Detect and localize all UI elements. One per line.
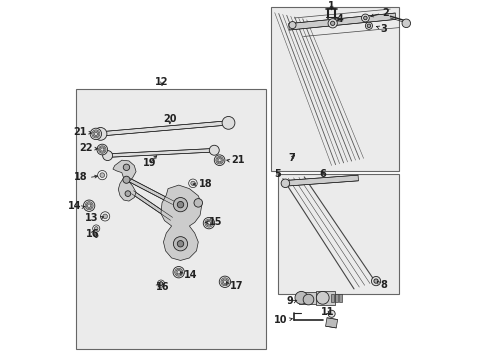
Circle shape [316, 291, 328, 304]
Circle shape [366, 24, 370, 28]
Polygon shape [100, 121, 228, 136]
Bar [271, 7, 398, 171]
Circle shape [288, 22, 295, 29]
Text: 6: 6 [319, 170, 325, 179]
Bar [315, 291, 334, 305]
Bar [298, 292, 330, 304]
Polygon shape [161, 185, 202, 261]
Circle shape [94, 227, 98, 230]
Circle shape [294, 291, 307, 304]
Text: 10: 10 [274, 315, 287, 325]
Text: 5: 5 [274, 170, 281, 179]
Circle shape [188, 179, 197, 188]
Circle shape [330, 21, 334, 26]
Text: 7: 7 [288, 153, 295, 163]
Text: 21: 21 [231, 155, 244, 165]
Text: 13: 13 [85, 213, 99, 223]
Circle shape [100, 173, 104, 177]
Bar [338, 293, 342, 302]
Text: 14: 14 [68, 201, 81, 211]
Polygon shape [285, 175, 358, 186]
Circle shape [173, 266, 184, 278]
Circle shape [222, 117, 234, 129]
Circle shape [123, 164, 129, 171]
Circle shape [102, 150, 112, 161]
Text: 18: 18 [199, 179, 212, 189]
Polygon shape [113, 160, 136, 201]
Bar [278, 174, 398, 293]
Circle shape [214, 155, 224, 166]
Circle shape [209, 145, 219, 155]
Circle shape [281, 179, 289, 188]
Text: 2: 2 [381, 8, 388, 18]
Circle shape [98, 171, 107, 180]
Circle shape [361, 14, 368, 22]
Circle shape [94, 234, 98, 237]
Circle shape [93, 225, 100, 232]
Text: 1: 1 [327, 1, 334, 11]
Text: 20: 20 [163, 114, 176, 124]
Circle shape [327, 19, 337, 28]
Circle shape [90, 128, 102, 140]
Circle shape [303, 294, 313, 305]
Circle shape [363, 16, 366, 20]
Circle shape [219, 276, 230, 288]
Text: 12: 12 [155, 77, 168, 87]
Text: 16: 16 [85, 229, 99, 239]
Polygon shape [128, 178, 174, 204]
Circle shape [125, 191, 130, 197]
Circle shape [101, 212, 109, 221]
Text: 18: 18 [74, 172, 88, 182]
Polygon shape [325, 318, 337, 328]
Text: 4: 4 [336, 14, 343, 24]
Circle shape [365, 22, 372, 30]
Text: 11: 11 [321, 307, 334, 317]
Circle shape [159, 282, 163, 285]
Circle shape [94, 127, 107, 140]
Circle shape [157, 280, 164, 287]
Text: 14: 14 [183, 270, 197, 280]
Circle shape [122, 176, 130, 183]
Circle shape [401, 19, 410, 28]
Circle shape [173, 237, 187, 251]
Circle shape [371, 276, 380, 286]
Text: 3: 3 [380, 24, 386, 33]
Polygon shape [288, 13, 395, 30]
Circle shape [177, 202, 183, 208]
Bar [76, 89, 265, 348]
Circle shape [327, 310, 334, 318]
Text: 15: 15 [208, 217, 222, 227]
Circle shape [159, 282, 163, 285]
Circle shape [373, 279, 377, 283]
Text: 17: 17 [229, 282, 243, 291]
Bar [330, 293, 333, 302]
Circle shape [190, 181, 195, 185]
Circle shape [97, 144, 107, 155]
Circle shape [173, 198, 187, 212]
Circle shape [194, 199, 202, 207]
Text: 9: 9 [286, 296, 293, 306]
Text: 21: 21 [73, 127, 87, 137]
Circle shape [177, 240, 183, 247]
Text: 22: 22 [79, 143, 93, 153]
Circle shape [102, 214, 107, 219]
Circle shape [203, 217, 214, 229]
Text: 8: 8 [380, 280, 386, 290]
Text: 16: 16 [155, 283, 169, 292]
Bar [334, 293, 337, 302]
Circle shape [83, 200, 95, 211]
Polygon shape [107, 148, 214, 157]
Polygon shape [131, 191, 172, 220]
Text: 19: 19 [142, 158, 156, 168]
